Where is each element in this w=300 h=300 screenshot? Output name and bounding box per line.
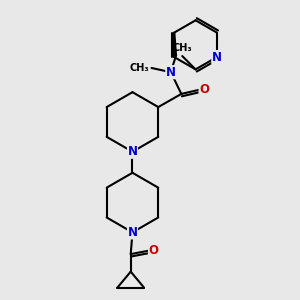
Text: O: O [199, 83, 209, 96]
Text: N: N [166, 66, 176, 79]
Text: CH₃: CH₃ [172, 43, 192, 53]
Text: O: O [148, 244, 158, 257]
Text: N: N [128, 145, 137, 158]
Text: CH₃: CH₃ [129, 63, 149, 73]
Text: N: N [128, 226, 137, 239]
Text: N: N [212, 51, 222, 64]
